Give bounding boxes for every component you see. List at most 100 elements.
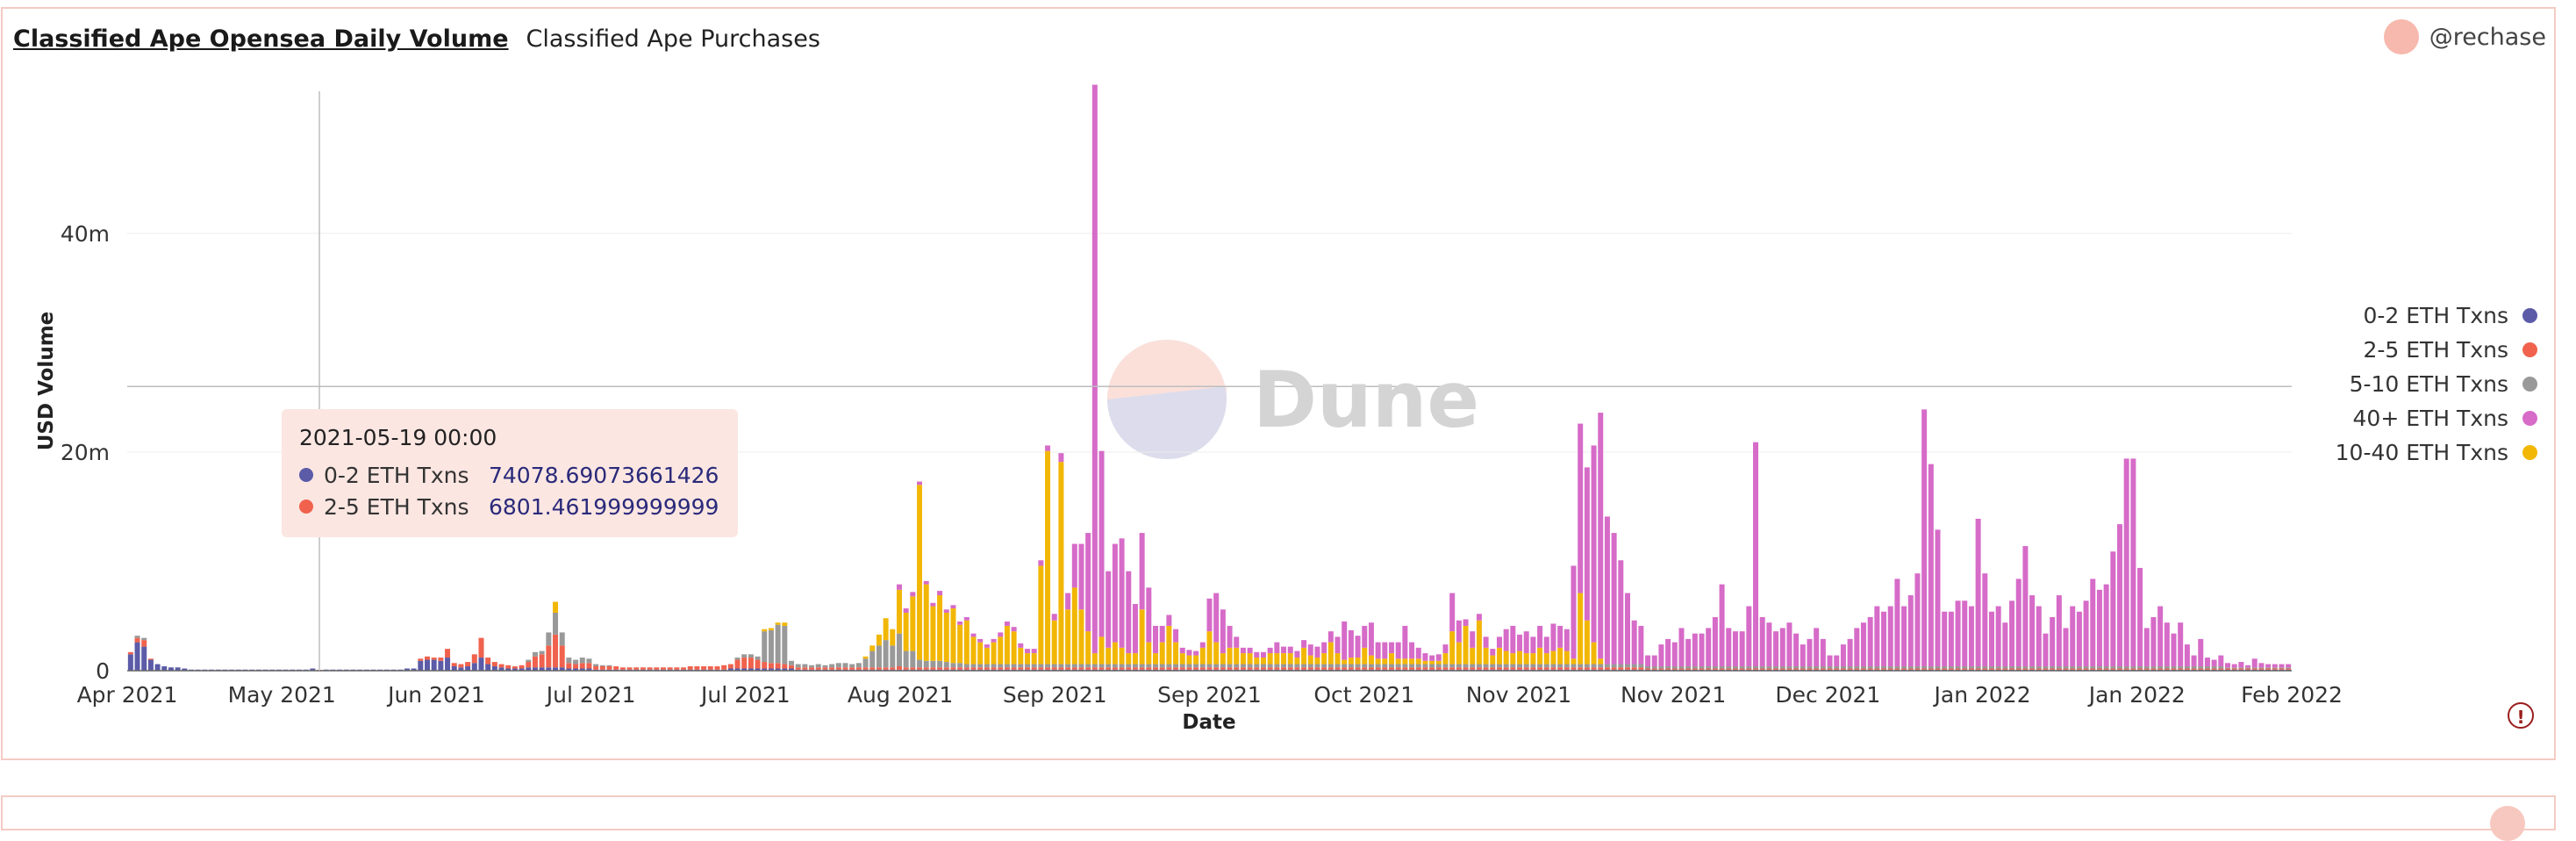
bar-segment[interactable] bbox=[734, 659, 741, 669]
bar-segment[interactable] bbox=[1139, 609, 1145, 665]
bar-segment[interactable] bbox=[498, 664, 504, 668]
bar-segment[interactable] bbox=[984, 667, 990, 670]
bar-segment[interactable] bbox=[1699, 666, 1705, 669]
bar-segment[interactable] bbox=[1435, 654, 1442, 661]
bar-segment[interactable] bbox=[2211, 668, 2217, 670]
bar-segment[interactable] bbox=[1234, 636, 1240, 648]
bar-segment[interactable] bbox=[1753, 442, 1759, 667]
bar-segment[interactable] bbox=[2002, 666, 2008, 669]
bar-segment[interactable] bbox=[910, 667, 916, 670]
bar-segment[interactable] bbox=[1220, 667, 1226, 670]
bar-segment[interactable] bbox=[1571, 565, 1577, 659]
bar-segment[interactable] bbox=[2211, 666, 2217, 669]
bar-segment[interactable] bbox=[1604, 664, 1610, 668]
bar-segment[interactable] bbox=[2191, 655, 2197, 667]
bar-segment[interactable] bbox=[1267, 664, 1273, 668]
bar-segment[interactable] bbox=[1281, 664, 1287, 668]
bar-segment[interactable] bbox=[1274, 642, 1280, 654]
bar-segment[interactable] bbox=[1112, 667, 1118, 670]
bar-segment[interactable] bbox=[1240, 667, 1246, 670]
bar-segment[interactable] bbox=[1814, 668, 1820, 670]
bar-segment[interactable] bbox=[2130, 458, 2136, 667]
bar-segment[interactable] bbox=[707, 666, 713, 670]
bar-segment[interactable] bbox=[1281, 646, 1287, 654]
bar-segment[interactable] bbox=[2083, 600, 2089, 667]
bar-segment[interactable] bbox=[1091, 653, 1098, 665]
bar-segment[interactable] bbox=[1106, 664, 1112, 668]
bar-segment[interactable] bbox=[903, 667, 909, 670]
bar-segment[interactable] bbox=[2171, 668, 2177, 670]
bar-segment[interactable] bbox=[1638, 667, 1644, 670]
bar-segment[interactable] bbox=[1220, 653, 1226, 665]
bar-segment[interactable] bbox=[2265, 668, 2272, 670]
bar-segment[interactable] bbox=[1759, 668, 1765, 670]
bar-segment[interactable] bbox=[2279, 667, 2285, 669]
bar-segment[interactable] bbox=[2224, 668, 2230, 670]
bar-segment[interactable] bbox=[1678, 668, 1685, 670]
bar-segment[interactable] bbox=[559, 667, 565, 671]
bar-segment[interactable] bbox=[1706, 628, 1712, 667]
bar-segment[interactable] bbox=[1867, 668, 1873, 670]
bar-segment[interactable] bbox=[1618, 664, 1624, 668]
bar-segment[interactable] bbox=[768, 668, 774, 671]
bar-segment[interactable] bbox=[1126, 667, 1132, 670]
bar-segment[interactable] bbox=[1706, 666, 1712, 669]
bar-segment[interactable] bbox=[1327, 667, 1334, 670]
bar-segment[interactable] bbox=[1995, 666, 2001, 669]
bar-segment[interactable] bbox=[1543, 664, 1549, 668]
bar-segment[interactable] bbox=[2063, 666, 2069, 669]
bar-segment[interactable] bbox=[1759, 666, 1765, 669]
bar-segment[interactable] bbox=[2015, 579, 2021, 667]
bar-segment[interactable] bbox=[855, 663, 862, 668]
bar-segment[interactable] bbox=[498, 667, 504, 671]
bar-segment[interactable] bbox=[1234, 667, 1240, 670]
bar-segment[interactable] bbox=[546, 667, 552, 671]
bar-segment[interactable] bbox=[2143, 668, 2150, 670]
bar-segment[interactable] bbox=[762, 629, 768, 632]
bar-segment[interactable] bbox=[1550, 623, 1556, 651]
bar-segment[interactable] bbox=[1274, 653, 1280, 665]
bar-segment[interactable] bbox=[1206, 664, 1213, 668]
bar-segment[interactable] bbox=[2191, 666, 2197, 669]
bar-segment[interactable] bbox=[1098, 667, 1105, 670]
bar-segment[interactable] bbox=[1139, 667, 1145, 670]
bar-segment[interactable] bbox=[626, 667, 633, 670]
bar-segment[interactable] bbox=[782, 622, 788, 626]
bar-segment[interactable] bbox=[1435, 664, 1442, 668]
bar-segment[interactable] bbox=[1415, 664, 1421, 668]
bar-segment[interactable] bbox=[2164, 622, 2170, 667]
bar-segment[interactable] bbox=[1571, 658, 1577, 665]
bar-segment[interactable] bbox=[1031, 667, 1037, 670]
bar-segment[interactable] bbox=[1470, 647, 1476, 665]
bar-segment[interactable] bbox=[937, 667, 943, 670]
bar-segment[interactable] bbox=[1098, 664, 1105, 668]
bar-segment[interactable] bbox=[310, 668, 316, 671]
bar-segment[interactable] bbox=[546, 632, 552, 646]
bar-segment[interactable] bbox=[1153, 625, 1159, 654]
bar-segment[interactable] bbox=[1159, 667, 1165, 670]
bar-segment[interactable] bbox=[2258, 663, 2265, 668]
bar-segment[interactable] bbox=[1746, 668, 1752, 670]
bar-segment[interactable] bbox=[1281, 653, 1287, 665]
bar-segment[interactable] bbox=[957, 667, 963, 670]
bar-segment[interactable] bbox=[1786, 622, 1792, 667]
bar-segment[interactable] bbox=[694, 666, 700, 670]
bar-segment[interactable] bbox=[1476, 667, 1482, 670]
bar-segment[interactable] bbox=[1402, 667, 1408, 670]
bar-segment[interactable] bbox=[1179, 647, 1185, 654]
bar-segment[interactable] bbox=[2036, 606, 2042, 667]
bar-segment[interactable] bbox=[1106, 667, 1112, 670]
bar-segment[interactable] bbox=[1051, 667, 1057, 670]
bar-segment[interactable] bbox=[1786, 666, 1792, 669]
bar-segment[interactable] bbox=[2117, 668, 2123, 670]
bar-segment[interactable] bbox=[984, 647, 990, 665]
bar-segment[interactable] bbox=[1820, 638, 1826, 667]
bar-segment[interactable] bbox=[579, 663, 585, 669]
bar-segment[interactable] bbox=[1342, 621, 1348, 660]
bar-segment[interactable] bbox=[1598, 667, 1604, 670]
bar-segment[interactable] bbox=[1719, 668, 1725, 670]
bar-segment[interactable] bbox=[1537, 625, 1543, 648]
bar-segment[interactable] bbox=[1449, 631, 1456, 665]
bar-segment[interactable] bbox=[127, 651, 133, 655]
bar-segment[interactable] bbox=[1227, 664, 1233, 668]
